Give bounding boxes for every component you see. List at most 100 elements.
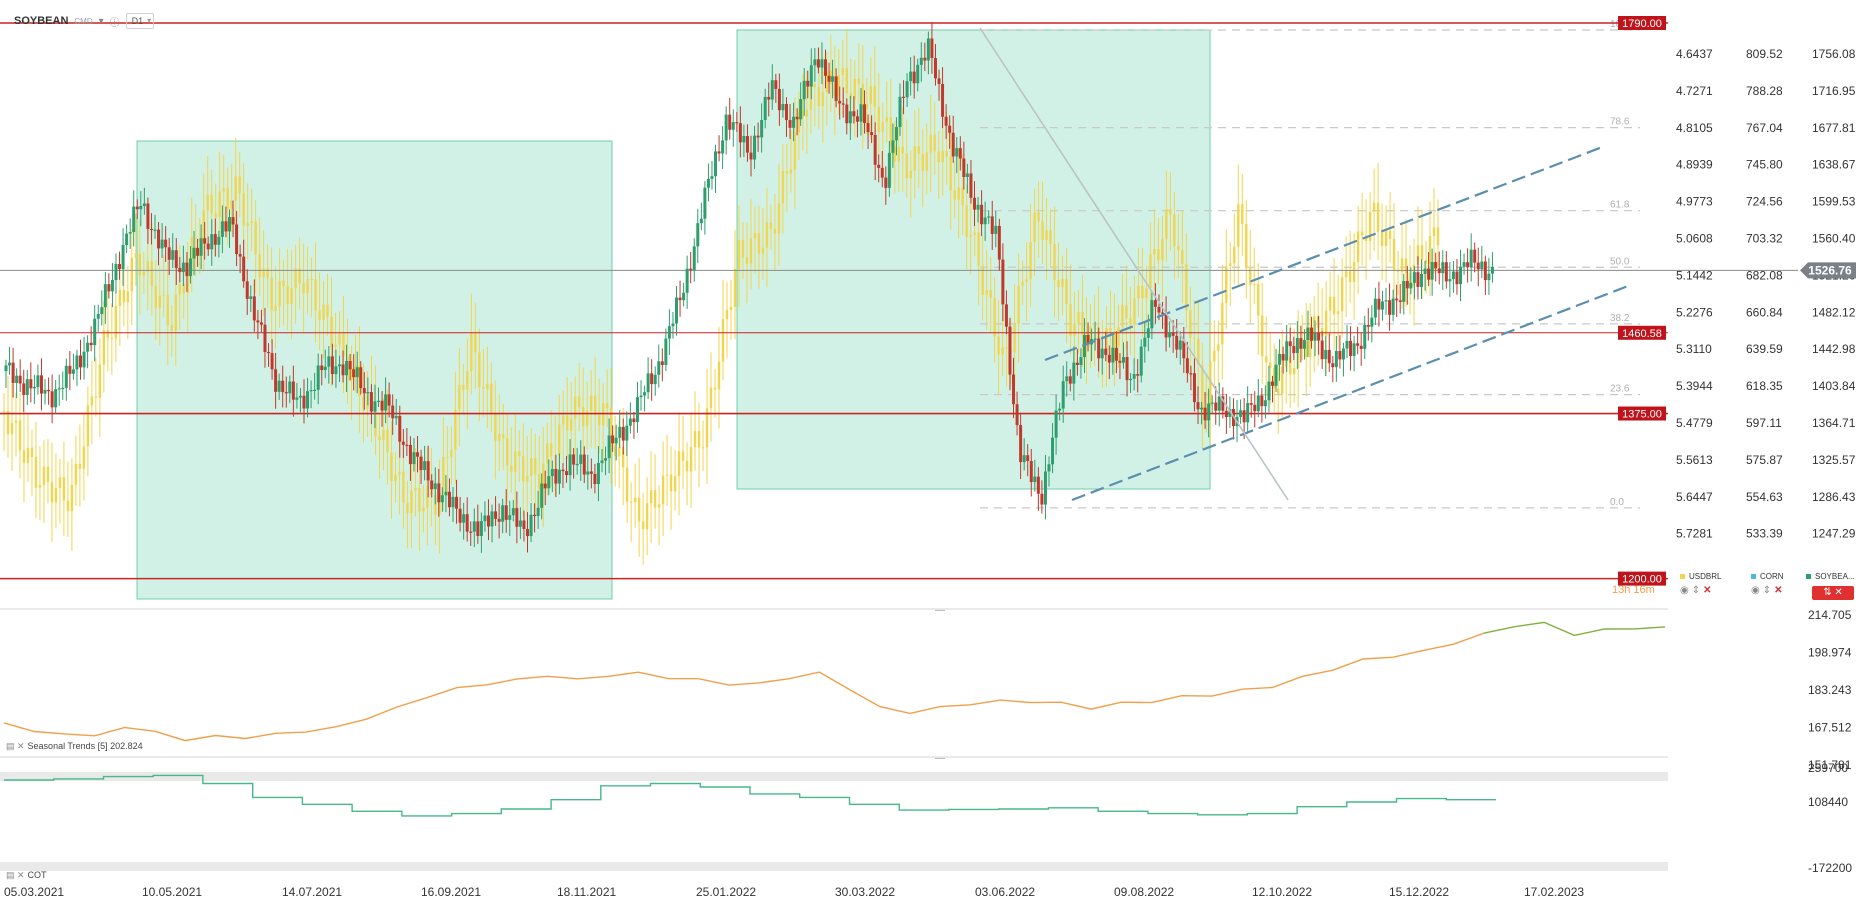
price-candle-body [941, 83, 945, 117]
usdbrl-candle-body [406, 502, 409, 514]
level-label-bg [1618, 406, 1666, 421]
price-candle-body [47, 389, 51, 392]
usdbrl-candle-body [70, 484, 74, 512]
price-candle-body [565, 471, 569, 476]
price-candle-body [919, 57, 923, 65]
price-axis-tick: 1716.95 [1812, 84, 1856, 98]
usdbrl-candle-body [42, 466, 46, 486]
usdbrl-candle-body [270, 277, 273, 311]
usdbrl-candle-body [1293, 368, 1296, 375]
usdbrl-candle-body [677, 451, 681, 477]
price-candle-body [550, 468, 554, 477]
usdbrl-candle-body [178, 283, 181, 295]
price-candle-body [1334, 350, 1338, 368]
sort-icon[interactable]: ⇕ [1691, 585, 1704, 596]
usdbrl-candle-body [10, 422, 14, 435]
price-candle-body [600, 460, 604, 463]
price-candle-body [781, 103, 785, 111]
usdbrl-candle-body [342, 333, 345, 357]
price-candle-body [948, 125, 952, 133]
usdbrl-candle-body [1261, 315, 1264, 357]
corn-axis-tick: 745.80 [1746, 158, 1783, 172]
usdbrl-candle-body [969, 234, 972, 237]
x-axis-tick: 10.05.2021 [142, 885, 202, 899]
info-icon[interactable]: ⓘ [109, 17, 120, 29]
price-candle-body [969, 173, 973, 198]
usdbrl-candle-body [242, 193, 245, 226]
usdbrl-candle-body [378, 436, 381, 441]
usdbrl-candle-body [685, 460, 689, 472]
usdbrl-candle-body [909, 170, 912, 179]
price-candle-body [274, 369, 278, 392]
price-candle-body [1221, 396, 1225, 411]
usdbrl-candle-body [218, 191, 221, 218]
close-icon[interactable]: ✕ [1774, 585, 1786, 596]
usdbrl-candle-body [22, 450, 26, 464]
price-candle-body [763, 96, 767, 120]
x-axis-tick: 25.01.2022 [696, 885, 756, 899]
dropdown-icon[interactable]: ▾ [98, 15, 104, 27]
price-candle-body [660, 361, 664, 366]
usdbrl-candle-body [490, 383, 493, 414]
seasonal-subtitle: Trends [67, 741, 96, 751]
price-candle-body [621, 426, 625, 441]
usdbrl-candle-body [74, 463, 78, 485]
usdbrl-candle-body [693, 430, 697, 448]
price-candle-body [838, 100, 842, 104]
usdbrl-candle-body [965, 205, 968, 237]
price-candle-body [756, 135, 760, 138]
usdbrl-candle-body [1324, 310, 1328, 337]
usdbrl-candle-body [657, 504, 661, 508]
sort-icon[interactable]: ⇕ [1762, 585, 1775, 596]
close-icon[interactable]: ✕ [1703, 585, 1715, 596]
price-candle-body [909, 71, 913, 82]
indicator-settings-icon[interactable]: ▤ ✕ [6, 741, 25, 751]
usdbrl-candle-body [765, 222, 769, 248]
fib-level-label: 0.0 [1610, 497, 1624, 508]
usdbrl-candle-body [1428, 236, 1432, 264]
price-candle-body [994, 225, 998, 234]
usdbrl-candle-body [1229, 263, 1232, 267]
price-candle-body [1132, 374, 1136, 379]
price-candle-body [1405, 280, 1409, 289]
usdbrl-candle-body [46, 466, 50, 483]
usdbrl-candle-body [234, 176, 237, 201]
eye-icon[interactable]: ◉ [1680, 585, 1692, 596]
remove-series-button[interactable]: ⇅ ✕ [1812, 586, 1854, 600]
usdbrl-candle-body [665, 474, 669, 476]
eye-icon[interactable]: ◉ [1751, 585, 1763, 596]
usdbrl-candle-body [154, 285, 157, 308]
usdbrl-candle-body [474, 333, 477, 353]
corn-axis-tick: 767.04 [1746, 121, 1783, 135]
price-candle-body [483, 515, 487, 522]
price-candle-body [792, 116, 796, 128]
price-candle-body [1029, 460, 1033, 483]
usdbrl-candle-body [558, 424, 561, 456]
price-candle-body [657, 361, 661, 375]
usdbrl-candle-body [1344, 270, 1348, 278]
price-candle-body [181, 262, 185, 273]
price-candle-body [1054, 410, 1058, 438]
usdbrl-candle-body [202, 210, 205, 242]
usdbrl-candle-body [1021, 281, 1024, 286]
usdbrl-axis-tick: 4.7271 [1676, 84, 1713, 98]
price-candle-body [1026, 455, 1030, 461]
usdbrl-candle-body [609, 408, 613, 445]
usdbrl-candle-body [813, 83, 817, 87]
usdbrl-candle-body [1308, 339, 1312, 358]
price-candle-body [157, 229, 161, 249]
price-candle-body [973, 197, 976, 210]
usdbrl-candle-body [1233, 246, 1236, 264]
price-candle-body [1079, 357, 1083, 366]
usdbrl-candle-body [90, 396, 94, 406]
usdbrl-candle-body [58, 477, 62, 488]
seasonal-value: 202.824 [110, 741, 143, 751]
price-candle-body [185, 262, 189, 277]
indicator-settings-icon[interactable]: ▤ ✕ [6, 870, 25, 880]
price-candle-body [930, 38, 934, 59]
timeframe-select[interactable]: D1 [125, 13, 155, 29]
usdbrl-candle-body [917, 146, 920, 155]
price-candle-body [149, 228, 153, 231]
price-candle-body [703, 187, 707, 219]
price-candle-body [859, 104, 863, 122]
